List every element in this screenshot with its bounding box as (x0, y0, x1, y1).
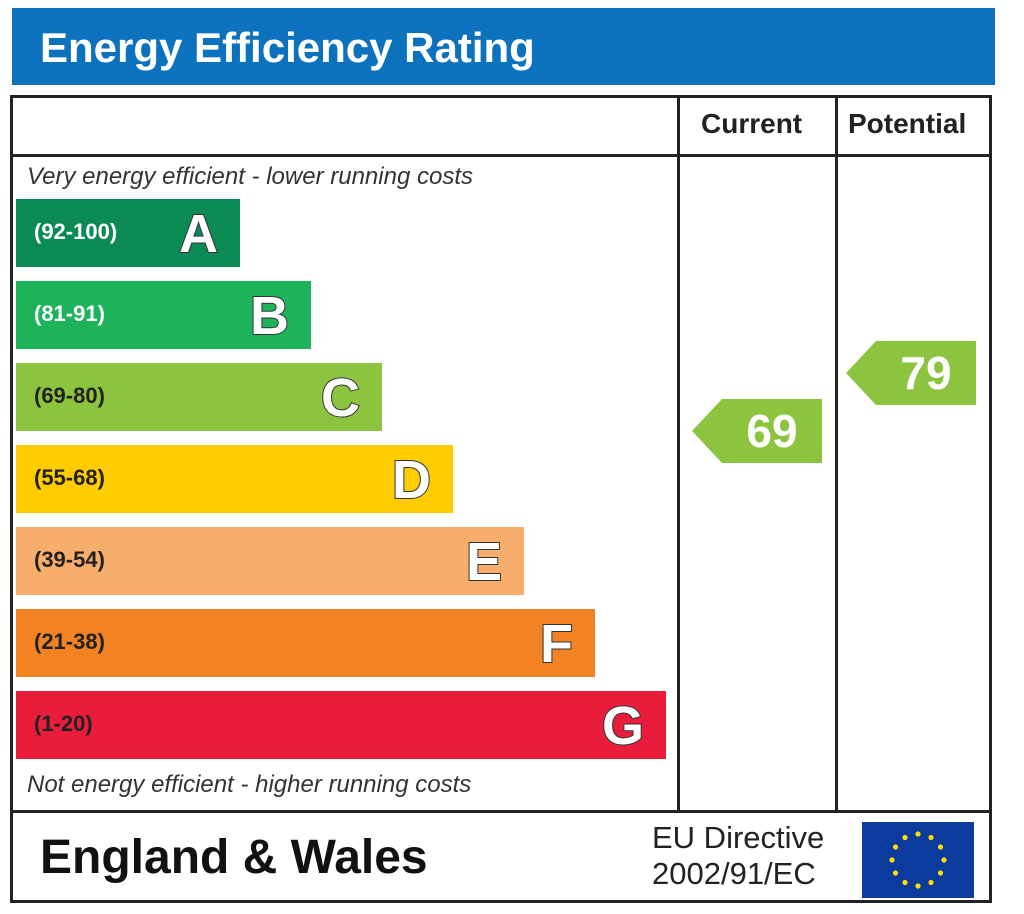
current-column-header: Current (701, 108, 803, 139)
eu-flag-icon (862, 822, 974, 898)
band-e: (39-54) E (16, 527, 524, 595)
eu-star (915, 831, 921, 837)
current-column-divider (677, 95, 680, 813)
band-range-label: (55-68) (34, 465, 105, 490)
eu-directive-line1: EU Directive (652, 820, 825, 855)
eu-star (928, 879, 934, 886)
eu-star (937, 844, 944, 850)
band-range-label: (1-20) (34, 711, 93, 736)
eu-star (937, 870, 944, 876)
chart-title: Energy Efficiency Rating (40, 24, 535, 71)
eu-star (889, 857, 895, 863)
band-d: (55-68) D (16, 445, 453, 513)
eu-star (902, 834, 908, 841)
band-b: (81-91) B (16, 281, 311, 349)
eu-directive-line2: 2002/91/EC (652, 856, 816, 891)
current-rating-value: 69 (746, 405, 798, 457)
potential-column-divider (835, 95, 838, 813)
footer-region: England & Wales (40, 831, 428, 884)
band-letter: E (465, 531, 503, 593)
band-f: (21-38) F (16, 609, 595, 677)
eu-star (928, 834, 934, 841)
band-range-label: (39-54) (34, 547, 105, 572)
eu-star (902, 879, 908, 886)
band-range-label: (21-38) (34, 629, 105, 654)
current-rating-arrow: 69 (692, 399, 822, 463)
eu-star (941, 857, 947, 863)
eu-star (892, 870, 899, 876)
band-letter: G (601, 695, 645, 757)
band-letter: B (249, 285, 290, 347)
header-divider (10, 154, 992, 157)
bottom-note: Not energy efficient - higher running co… (27, 771, 472, 798)
band-g: (1-20) G (16, 691, 666, 759)
eu-directive: EU Directive 2002/91/EC (652, 820, 824, 892)
title-bar: Energy Efficiency Rating (12, 8, 995, 85)
potential-column-header: Potential (848, 108, 967, 139)
potential-rating-value: 79 (900, 347, 952, 399)
band-letter: C (320, 367, 361, 429)
band-letter: D (391, 449, 432, 511)
potential-rating-arrow: 79 (846, 341, 976, 405)
band-range-label: (69-80) (34, 383, 105, 408)
band-letter: F (539, 613, 574, 675)
band-range-label: (92-100) (34, 219, 118, 244)
footer-divider (10, 810, 992, 813)
top-note: Very energy efficient - lower running co… (27, 163, 473, 190)
band-range-label: (81-91) (34, 301, 105, 326)
band-a: (92-100) A (16, 199, 240, 267)
band-c: (69-80) C (16, 363, 382, 431)
eu-star (892, 844, 899, 850)
band-letter: A (178, 203, 219, 265)
rating-table-frame (10, 95, 992, 903)
eu-star (915, 883, 921, 889)
